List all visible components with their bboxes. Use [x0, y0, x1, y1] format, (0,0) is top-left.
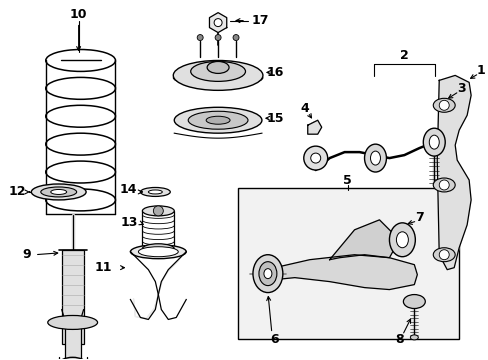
Ellipse shape: [51, 189, 66, 194]
Circle shape: [215, 35, 221, 41]
Ellipse shape: [142, 206, 174, 216]
Text: 9: 9: [22, 248, 31, 261]
Ellipse shape: [370, 151, 380, 165]
Ellipse shape: [206, 116, 229, 124]
Text: 7: 7: [414, 211, 423, 224]
Circle shape: [303, 146, 327, 170]
Text: 16: 16: [265, 66, 283, 79]
Text: 8: 8: [394, 333, 403, 346]
Ellipse shape: [409, 335, 417, 340]
Text: 11: 11: [95, 261, 112, 274]
Text: 15: 15: [265, 112, 283, 125]
Ellipse shape: [31, 184, 86, 200]
Ellipse shape: [432, 178, 454, 192]
Text: 14: 14: [120, 184, 137, 197]
Ellipse shape: [432, 248, 454, 262]
Circle shape: [438, 180, 448, 190]
Circle shape: [233, 35, 239, 41]
Polygon shape: [209, 13, 226, 32]
Ellipse shape: [130, 245, 186, 259]
Text: 1: 1: [476, 64, 485, 77]
Ellipse shape: [190, 62, 245, 81]
Ellipse shape: [188, 111, 247, 129]
Ellipse shape: [48, 315, 98, 329]
Circle shape: [197, 35, 203, 41]
Bar: [61, 250, 83, 345]
Ellipse shape: [252, 255, 282, 293]
Polygon shape: [307, 120, 321, 134]
Ellipse shape: [388, 223, 414, 257]
Text: 2: 2: [399, 49, 408, 62]
Polygon shape: [133, 252, 183, 319]
Circle shape: [214, 19, 222, 27]
Ellipse shape: [423, 128, 444, 156]
Circle shape: [438, 250, 448, 260]
Circle shape: [153, 206, 163, 216]
Polygon shape: [274, 255, 416, 289]
Ellipse shape: [138, 247, 178, 257]
Text: 3: 3: [456, 82, 465, 95]
Ellipse shape: [264, 269, 271, 279]
Text: 13: 13: [121, 216, 138, 229]
Ellipse shape: [59, 357, 86, 360]
Ellipse shape: [428, 135, 438, 149]
Ellipse shape: [173, 60, 263, 90]
Ellipse shape: [41, 187, 77, 197]
Polygon shape: [436, 75, 470, 270]
Bar: [64, 319, 81, 359]
Text: 6: 6: [270, 333, 279, 346]
Ellipse shape: [174, 107, 262, 133]
Text: 10: 10: [70, 8, 87, 21]
Text: 12: 12: [8, 185, 25, 198]
Ellipse shape: [432, 98, 454, 112]
Ellipse shape: [207, 62, 228, 73]
Ellipse shape: [403, 294, 425, 309]
Bar: [238, 188, 458, 339]
Text: 4: 4: [300, 102, 308, 115]
Ellipse shape: [148, 190, 162, 194]
Circle shape: [310, 153, 320, 163]
Ellipse shape: [259, 262, 276, 285]
Ellipse shape: [396, 232, 407, 248]
Polygon shape: [329, 220, 399, 260]
Circle shape: [438, 100, 448, 110]
Text: 5: 5: [343, 174, 351, 186]
Ellipse shape: [142, 244, 174, 254]
Text: 17: 17: [251, 14, 268, 27]
Ellipse shape: [364, 144, 386, 172]
Ellipse shape: [140, 188, 170, 197]
